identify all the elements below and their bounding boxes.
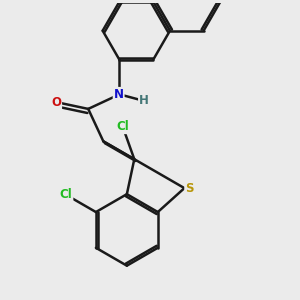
Text: N: N: [114, 88, 124, 101]
Text: O: O: [51, 96, 61, 109]
Text: Cl: Cl: [116, 120, 129, 133]
Text: Cl: Cl: [60, 188, 72, 201]
Text: H: H: [139, 94, 149, 107]
Text: S: S: [185, 182, 194, 195]
